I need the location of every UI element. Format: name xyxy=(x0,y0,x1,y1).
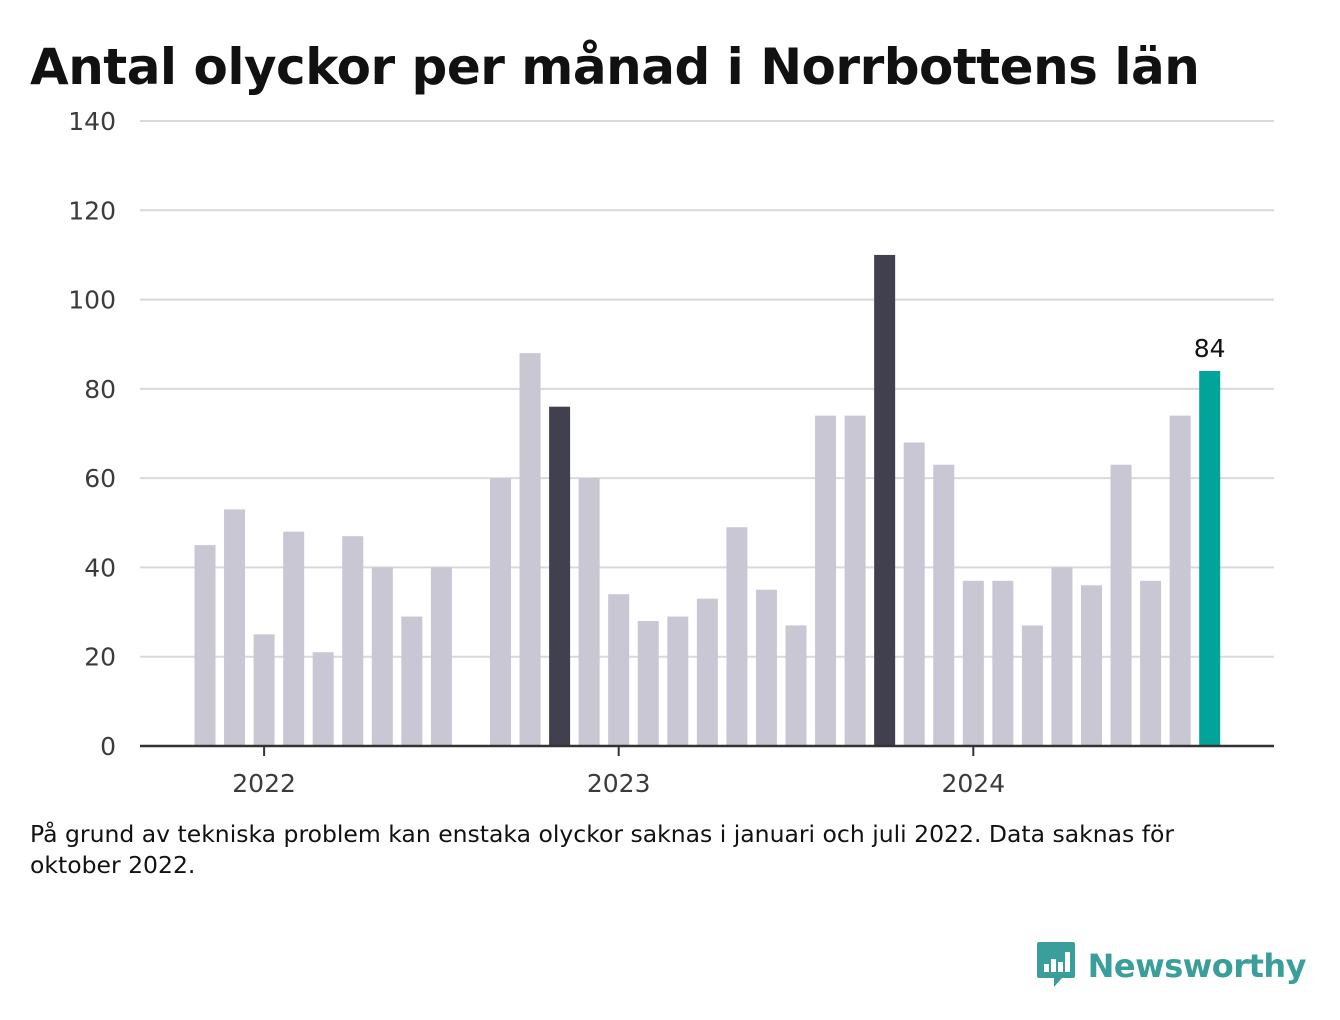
bar-2022-01 xyxy=(253,634,275,746)
bar-2023-11 xyxy=(903,442,925,746)
bar-2024-01 xyxy=(962,580,984,746)
bar-2023-02 xyxy=(637,621,659,746)
bar-2022-03 xyxy=(312,652,334,746)
bar-2022-06 xyxy=(401,616,423,746)
bar-2023-08 xyxy=(815,415,837,746)
bar-2021-11 xyxy=(194,545,216,746)
bar-2022-04 xyxy=(342,536,364,746)
x-axis-ticks: 2022 2023 2024 xyxy=(232,746,1005,798)
bar-2022-12 xyxy=(578,478,600,746)
x-tick-label: 2023 xyxy=(587,769,651,798)
newsworthy-bar-chart-logo-icon xyxy=(1036,940,1076,992)
bar-2023-07 xyxy=(785,625,807,746)
gridlines xyxy=(140,120,1274,658)
brand-name: Newsworthy xyxy=(1087,947,1307,985)
bar-2022-05 xyxy=(371,567,393,746)
bar-2023-09 xyxy=(844,415,866,746)
x-tick-label: 2024 xyxy=(941,769,1005,798)
bar-2024-04 xyxy=(1051,567,1073,746)
bar-2024-06 xyxy=(1110,464,1132,746)
bar-2024-08 xyxy=(1169,415,1191,746)
bar-2024-05 xyxy=(1081,585,1102,746)
bar-2021-12 xyxy=(224,509,246,746)
y-tick-label: 20 xyxy=(84,643,116,672)
brand-logo: Newsworthy xyxy=(1036,940,1307,992)
bar-2024-09 xyxy=(1199,371,1221,746)
bar-2023-12 xyxy=(933,464,955,746)
y-tick-label: 140 xyxy=(68,107,116,136)
data-label: 84 xyxy=(1194,334,1226,363)
bar-2023-01 xyxy=(608,594,630,746)
bar-2023-06 xyxy=(755,589,777,746)
y-tick-label: 100 xyxy=(68,286,116,315)
x-tick-label: 2022 xyxy=(232,769,296,798)
bar-2024-07 xyxy=(1140,580,1162,746)
bar-2022-09 xyxy=(490,478,511,746)
bar-2022-10 xyxy=(519,353,541,746)
y-tick-label: 80 xyxy=(84,375,116,404)
bar-2023-03 xyxy=(667,616,689,746)
bars xyxy=(194,254,1221,746)
bar-2023-04 xyxy=(696,598,718,746)
bar-chart: 0 20 40 60 80 100 120 140 2022 2023 2024 84 xyxy=(68,107,1274,798)
bar-2022-07 xyxy=(430,567,452,746)
bar-2022-02 xyxy=(283,531,305,746)
bar-2024-03 xyxy=(1021,625,1043,746)
bar-2023-05 xyxy=(726,527,748,746)
chart-title: Antal olyckor per månad i Norrbottens lä… xyxy=(30,38,1200,96)
bar-2022-11 xyxy=(549,406,571,746)
y-tick-label: 120 xyxy=(68,196,116,225)
bar-2024-02 xyxy=(992,580,1014,746)
data-labels: 84 xyxy=(1194,334,1226,363)
bar-2023-10 xyxy=(874,254,896,746)
chart-footnote: På grund av tekniska problem kan enstaka… xyxy=(30,820,1175,879)
y-axis-ticks: 0 20 40 60 80 100 120 140 xyxy=(68,107,116,761)
y-tick-label: 40 xyxy=(84,553,116,582)
y-tick-label: 0 xyxy=(100,732,116,761)
y-tick-label: 60 xyxy=(84,464,116,493)
